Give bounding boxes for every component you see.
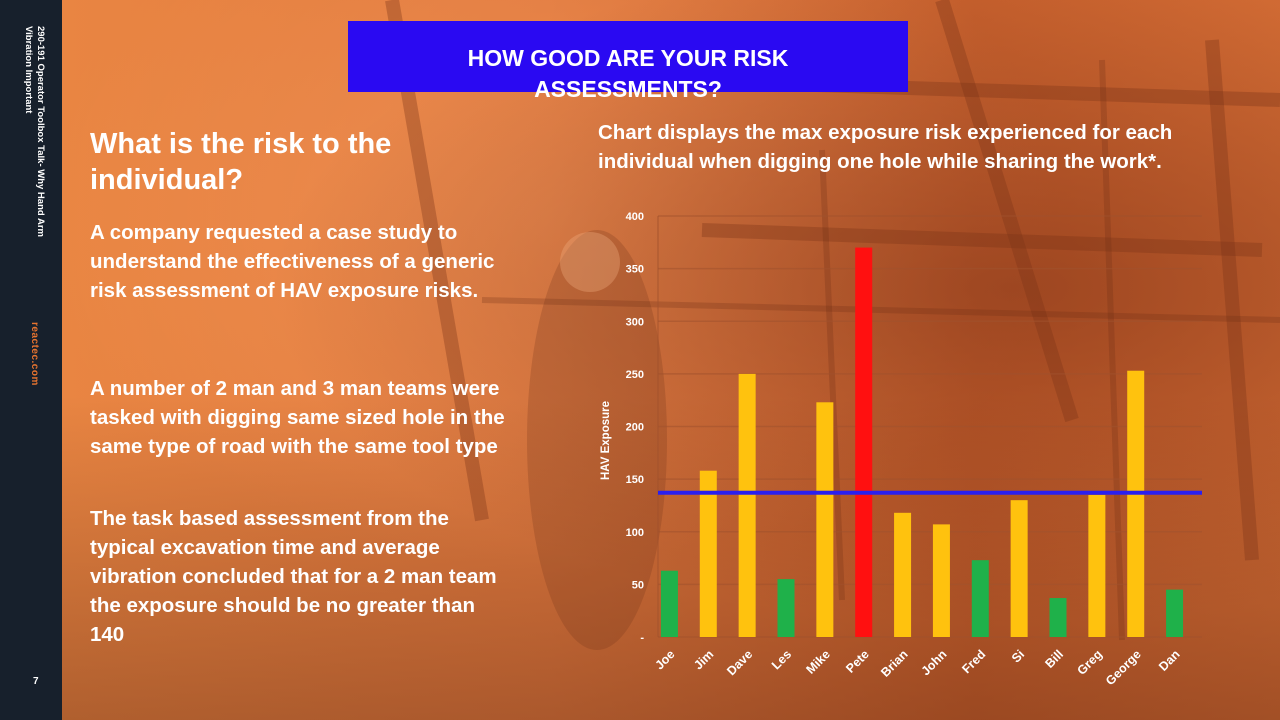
banner-line1: HOW GOOD ARE YOUR RISK (467, 45, 789, 71)
bar-greg (1088, 494, 1106, 637)
x-tick-label-jim: Jim (691, 647, 716, 672)
banner-title: HOW GOOD ARE YOUR RISK ASSESSMENTS? (348, 43, 908, 105)
y-tick-label-400: 400 (626, 211, 644, 223)
paragraph-case-study: A company requested a case study to unde… (90, 221, 495, 302)
y-tick-label-200: 200 (626, 422, 644, 434)
x-tick-label-brian: Brian (878, 647, 910, 679)
y-tick-label-50: 50 (632, 579, 644, 591)
bar-les (777, 579, 795, 637)
bar-mike (816, 402, 834, 637)
bar-bill (1049, 598, 1067, 637)
page-number: 7 (33, 676, 39, 687)
bar-joe (660, 570, 678, 637)
bar-jim (699, 470, 717, 637)
x-tick-label-joe: Joe (652, 647, 677, 672)
x-tick-label-greg: Greg (1074, 647, 1105, 678)
x-tick-label-si: Si (1009, 647, 1027, 665)
x-tick-label-george: George (1103, 647, 1144, 688)
x-tick-label-bill: Bill (1042, 647, 1066, 671)
hav-exposure-chart: - 50 100 150 200 250 300 350 400 HAV Exposure Joe J… (600, 211, 1202, 688)
y-tick-label-300: 300 (626, 316, 644, 328)
chart-description: Chart displays the max exposure risk exp… (598, 121, 1173, 173)
x-tick-label-mike: Mike (803, 647, 833, 677)
bar-pete (855, 247, 873, 637)
y-tick-label-350: 350 (626, 264, 644, 276)
deck-title-line1: 290-191 Operator Toolbox Talk- Why Hand … (35, 26, 46, 237)
background-scaffolding (385, 0, 1280, 650)
bar-si (1010, 500, 1028, 637)
bar-fred (971, 560, 989, 637)
x-tick-label-pete: Pete (843, 647, 872, 676)
y-tick-label-0: - (640, 632, 644, 644)
deck-title: 290-191 Operator Toolbox Talk- Why Hand … (22, 26, 46, 296)
y-tick-label-150: 150 (626, 474, 644, 486)
x-tick-label-john: John (919, 647, 950, 678)
bar-george (1127, 370, 1145, 637)
paragraph-assessment: The task based assessment from the typic… (90, 507, 497, 646)
bar-dave (738, 373, 756, 637)
deck-title-line2: Vibration Important (23, 26, 34, 114)
banner-line2: ASSESSMENTS? (534, 76, 722, 102)
sidebar: 290-191 Operator Toolbox Talk- Why Hand … (0, 0, 62, 720)
site-link[interactable]: reactec.com (29, 322, 40, 386)
x-tick-label-fred: Fred (959, 647, 988, 676)
bar-brian (894, 512, 912, 637)
title-banner: HOW GOOD ARE YOUR RISK ASSESSMENTS? (348, 21, 908, 102)
y-tick-label-250: 250 (626, 369, 644, 381)
section-heading: What is the risk to the individual? (90, 128, 392, 196)
y-tick-label-100: 100 (626, 527, 644, 539)
bar-dan (1166, 589, 1184, 637)
y-axis-label: HAV Exposure (600, 401, 612, 480)
x-tick-label-dan: Dan (1156, 647, 1183, 674)
x-tick-label-dave: Dave (724, 647, 755, 678)
bar-john (932, 524, 950, 637)
paragraph-teams: A number of 2 man and 3 man teams were t… (90, 377, 505, 458)
x-tick-label-les: Les (769, 647, 794, 672)
